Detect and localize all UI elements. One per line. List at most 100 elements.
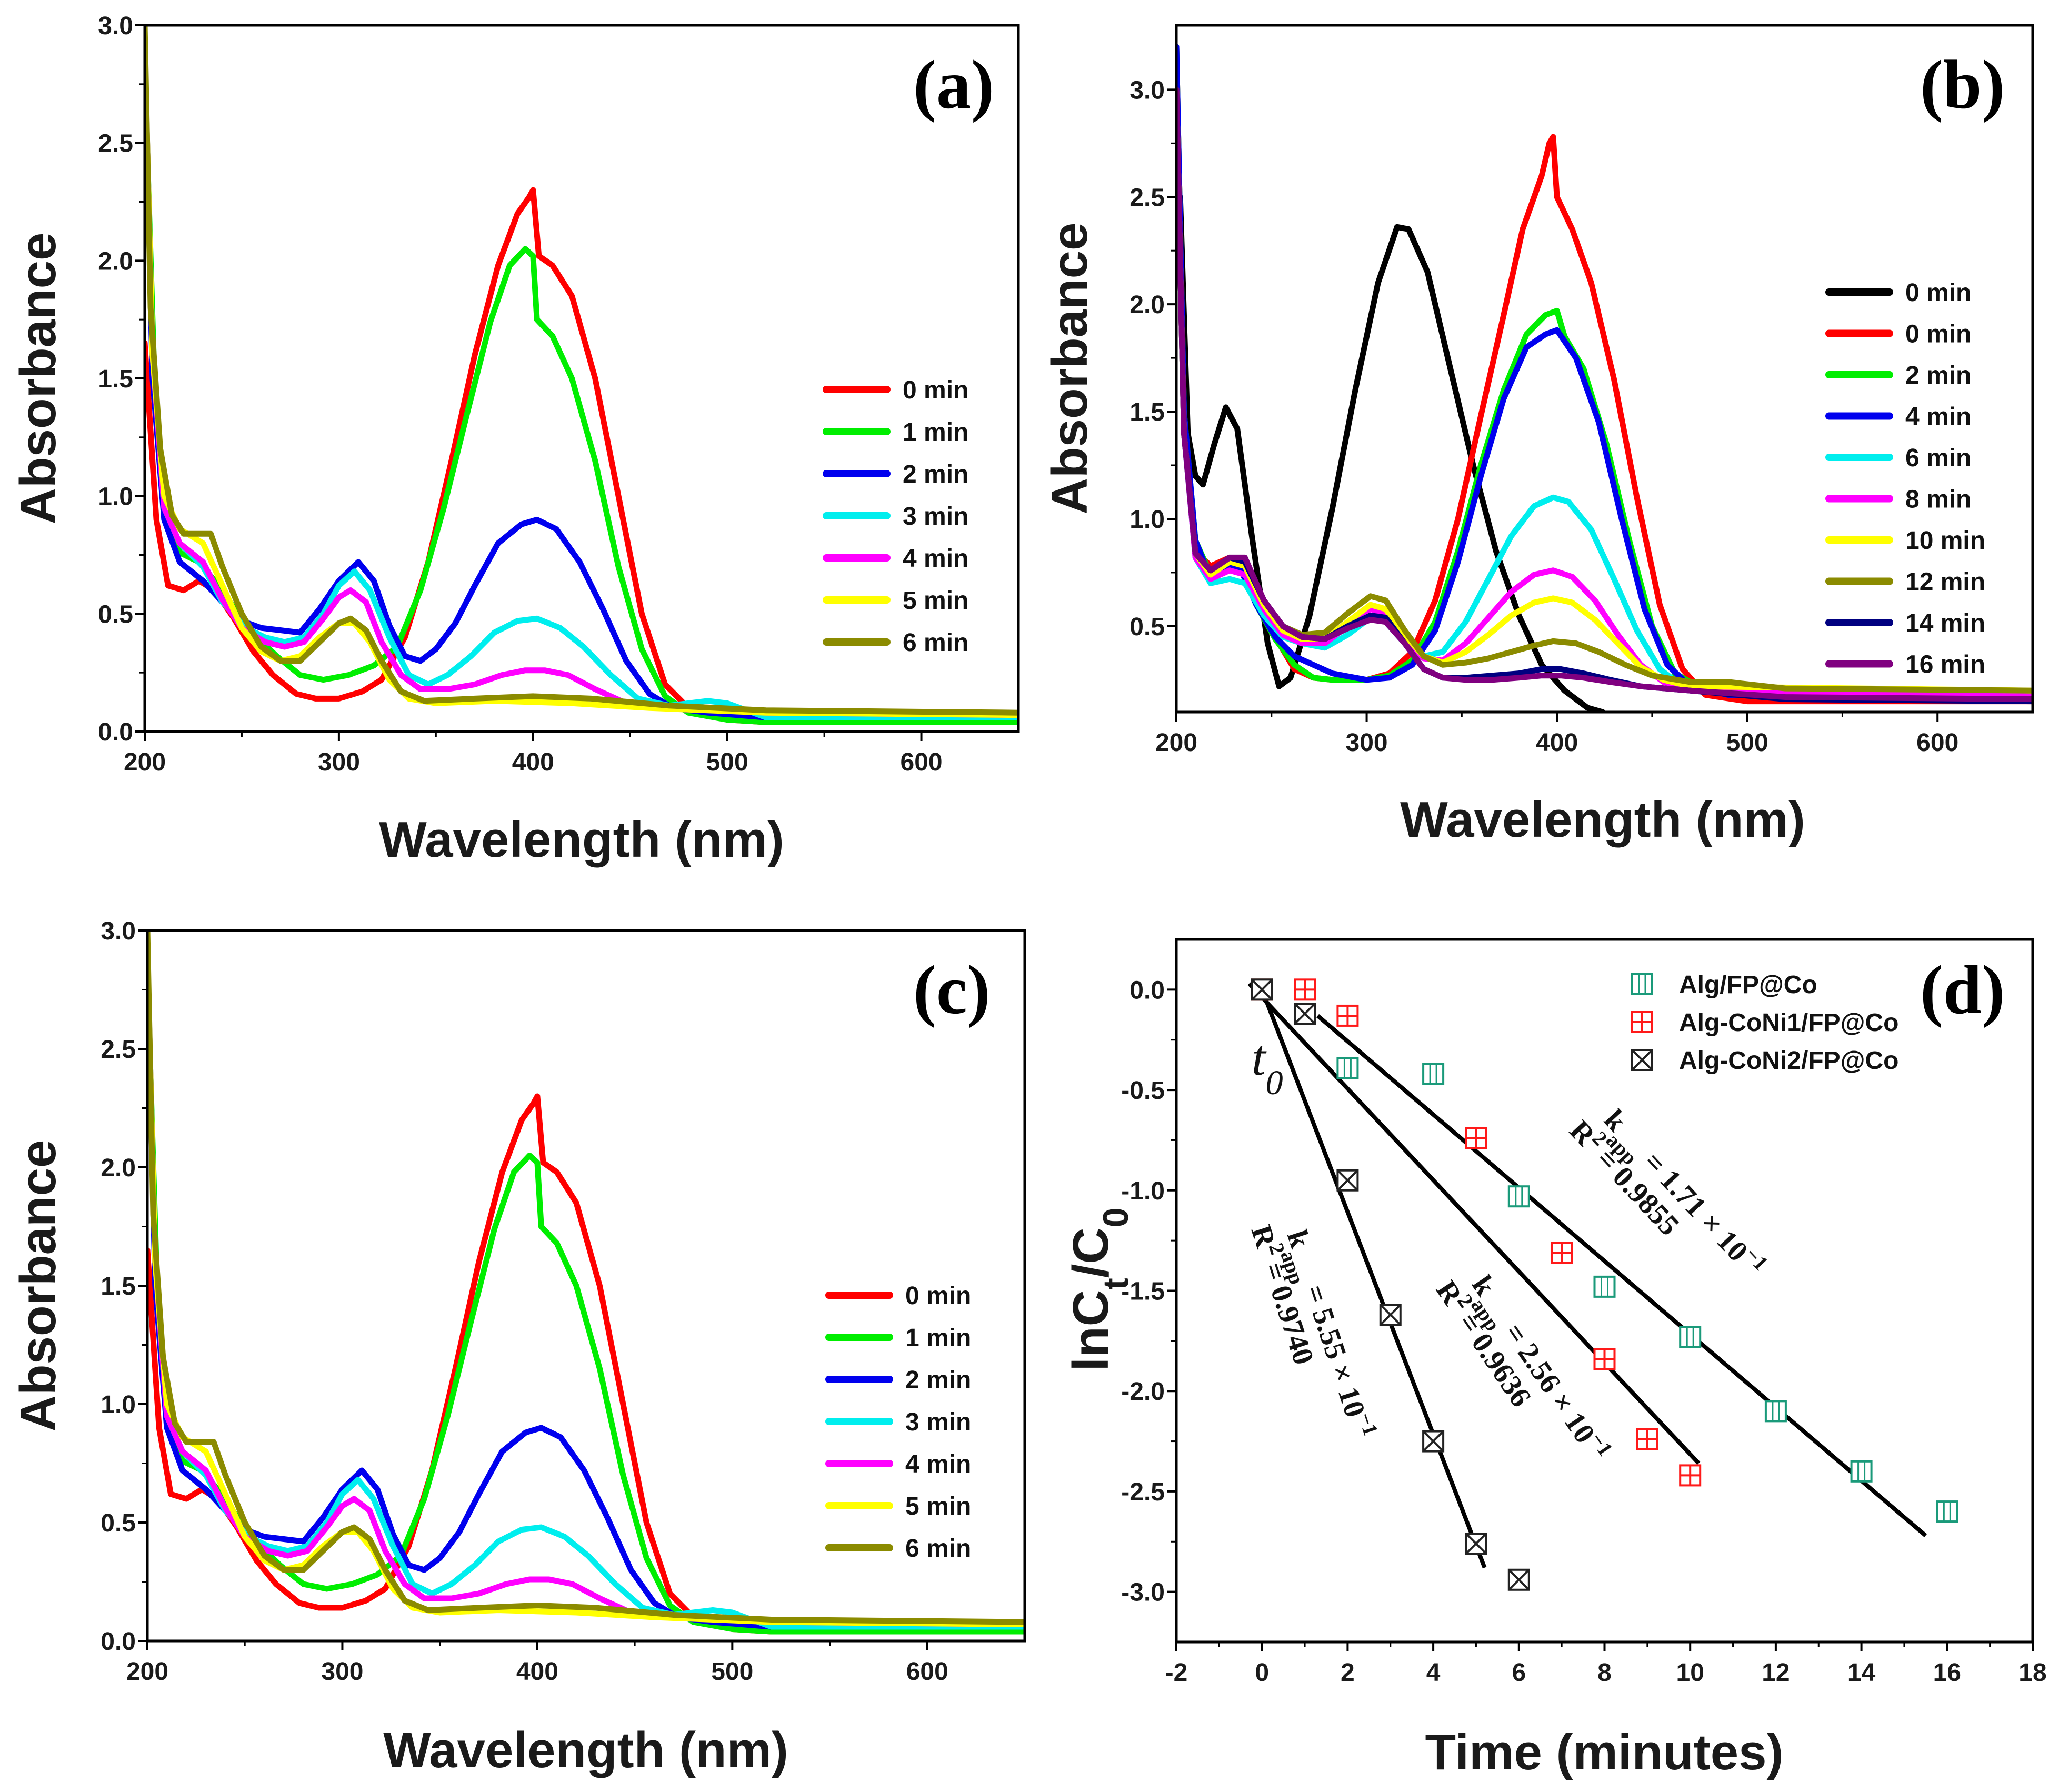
data-point-s1-p2: [1336, 1004, 1359, 1027]
x-tick-label: 600: [906, 1658, 948, 1686]
legend-label-3: 4 min: [1905, 403, 1971, 431]
spectrum-line-6-min-6: [147, 930, 1025, 1625]
y-tick-label: 1.5: [101, 1273, 136, 1300]
panel-d-y-title-sub1: t: [1096, 1278, 1136, 1290]
x-tick-label: 500: [711, 1658, 753, 1686]
y-tick-label: 0.5: [1130, 613, 1165, 641]
legend-label-1: 0 min: [1905, 321, 1971, 348]
x-tick-label: 14: [1847, 1659, 1876, 1687]
panel-d-y-title-slash: /C: [1063, 1227, 1119, 1278]
legend-label-0: 0 min: [903, 376, 968, 404]
legend-marker-0-box: [1631, 973, 1653, 995]
fit-line-fit-coni1: [1247, 982, 1701, 1465]
data-point-s1-p7: [1679, 1464, 1702, 1487]
panel-d-y-axis-title: lnCt/C0: [1063, 1207, 1136, 1371]
panel-a-curves: [145, 25, 1018, 725]
spectrum-line-4-min-3: [1176, 44, 2033, 700]
panel-c-clipped: [147, 930, 1025, 1635]
panel-a-legend: 0 min 1 min 2 min 3 min 4 min 5 min 6 min: [823, 376, 968, 657]
legend-label-3: 3 min: [903, 503, 968, 530]
data-point-s0-p5-box: [1679, 1326, 1702, 1348]
panel-a-clipped: [145, 25, 1018, 725]
y-tick-label: 0.5: [98, 600, 133, 628]
legend-label-6: 10 min: [1905, 527, 1985, 555]
legend-label-2: 2 min: [905, 1366, 971, 1394]
y-tick-label: 2.0: [101, 1154, 136, 1182]
legend-label-1: Alg-CoNi1/FP@Co: [1679, 1009, 1898, 1037]
y-tick-label: 2.5: [1130, 184, 1165, 212]
data-point-s1-p6: [1636, 1428, 1658, 1450]
panel-c-ticks: 200 300 400 500 600 0.0 0.5 1.0 1.5 2.0 2.5 3.0: [101, 917, 948, 1686]
legend-label-2: 2 min: [1905, 362, 1971, 389]
data-point-s0-p6-box: [1764, 1400, 1787, 1423]
legend-label-8: 14 min: [1905, 609, 1985, 637]
panel-d-data: [1247, 978, 1958, 1591]
spectrum-line-0-min-0: [1177, 194, 1606, 712]
panel-b-legend: 0 min 0 min 2 min 4 min 6 min 8 min 10 min 12 m…: [1825, 279, 1985, 679]
x-tick-label: 600: [1916, 729, 1958, 757]
data-point-s2-p4-d2: [1422, 1430, 1444, 1452]
data-point-s2-p3: [1379, 1304, 1402, 1326]
data-point-s0-p7-box: [1850, 1460, 1873, 1483]
t0-base: t: [1252, 1029, 1267, 1086]
panel-a-ticks: 200 300 400 500 600 0.0 0.5 1.0 1.5 2.0 2.5 3.0: [98, 12, 942, 776]
legend-label-5: 5 min: [905, 1493, 971, 1520]
fit-line-fit-alg: [1316, 1014, 1927, 1537]
legend-marker-1: [1631, 1011, 1653, 1033]
y-tick-label: 1.0: [98, 483, 133, 511]
legend-marker-2-d2: [1631, 1049, 1653, 1071]
panel-b-plot-frame: [1175, 24, 2034, 714]
legend-label-9: 16 min: [1905, 651, 1985, 679]
y-tick-label: 3.0: [98, 12, 133, 40]
y-tick-label: 0.0: [98, 718, 133, 746]
data-point-s0-p2-box: [1422, 1063, 1445, 1085]
panel-b-label: (b): [1920, 46, 2005, 123]
legend-label-2: 2 min: [903, 460, 968, 488]
x-tick-label: 2: [1341, 1659, 1355, 1687]
panel-c-legend: 0 min 1 min 2 min 3 min 4 min 5 min 6 min: [825, 1282, 971, 1563]
data-point-s0-p2: [1422, 1063, 1445, 1085]
panel-a-y-axis-title: Absorbance: [10, 233, 66, 525]
panel-b-x-axis-title: Wavelength (nm): [1400, 792, 1805, 848]
legend-marker-0: [1631, 973, 1653, 995]
panel-a-x-axis-title: Wavelength (nm): [379, 812, 784, 868]
data-point-s2-p1-d2: [1294, 1003, 1316, 1025]
x-tick-label: 8: [1597, 1659, 1612, 1687]
panel-d-y-title-sub2: 0: [1096, 1207, 1136, 1227]
legend-label-0: Alg/FP@Co: [1679, 971, 1817, 999]
legend-label-4: 4 min: [903, 545, 968, 573]
data-point-s2-p0: [1251, 978, 1273, 1001]
data-point-s2-p5: [1465, 1533, 1487, 1555]
y-tick-label: 0.0: [101, 1628, 136, 1656]
x-tick-label: 6: [1512, 1659, 1526, 1687]
x-tick-label: 300: [1346, 729, 1388, 757]
y-tick-label: 3.0: [1130, 76, 1165, 104]
data-point-s0-p6: [1764, 1400, 1787, 1423]
legend-label-5: 5 min: [903, 587, 968, 615]
panel-b-ticks: 200 300 400 500 600 0.5 1.0 1.5 2.0 2.5 3.0: [1130, 76, 1958, 757]
legend-label-1: 1 min: [905, 1324, 971, 1352]
panel-c-x-axis-title: Wavelength (nm): [383, 1722, 788, 1778]
legend-marker-2: [1631, 1049, 1653, 1071]
t0-sub: 0: [1266, 1064, 1283, 1102]
legend-label-7: 12 min: [1905, 568, 1985, 596]
panel-b-y-axis-title: Absorbance: [1042, 223, 1098, 515]
panel-c: 200 300 400 500 600 0.0 0.5 1.0 1.5 2.0 2.5 3.0 (c)…: [10, 917, 1026, 1778]
legend-label-6: 6 min: [905, 1535, 971, 1563]
y-tick-label: 0.5: [101, 1509, 136, 1537]
panel-d-t0-label: t0: [1252, 1029, 1283, 1102]
x-tick-label: 300: [318, 748, 360, 776]
y-tick-label: 1.0: [1130, 506, 1165, 534]
panel-d-x-axis-title: Time (minutes): [1425, 1724, 1784, 1780]
x-tick-label: 200: [126, 1658, 168, 1686]
x-tick-label: 12: [1762, 1659, 1790, 1687]
panel-c-label: (c): [913, 951, 991, 1028]
data-point-s0-p3-box: [1507, 1185, 1530, 1208]
legend-label-6: 6 min: [903, 629, 968, 657]
x-tick-label: 400: [512, 748, 554, 776]
y-tick-label: 2.0: [1130, 291, 1165, 319]
x-tick-label: 18: [2018, 1659, 2046, 1687]
legend-label-4: 6 min: [1905, 444, 1971, 472]
y-tick-label: 2.0: [98, 247, 133, 275]
